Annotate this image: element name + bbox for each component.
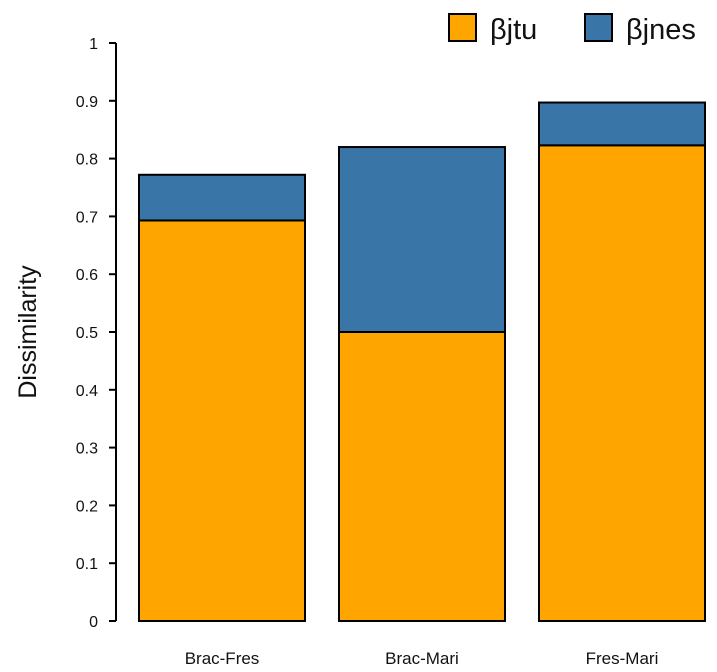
- x-tick-label: Brac-Fres: [185, 649, 260, 668]
- y-tick-label: 0.7: [76, 209, 98, 226]
- legend-label-0: βjtu: [490, 14, 537, 46]
- y-tick-label: 0.3: [76, 441, 98, 458]
- bar-fres-mari-series-1: [538, 101, 706, 147]
- x-tick-label: Fres-Mari: [586, 649, 659, 668]
- y-tick-label: 0.5: [76, 325, 98, 342]
- y-tick-label: 0.2: [76, 498, 98, 515]
- bar-brac-mari-series-0: [338, 331, 506, 622]
- y-tick-label: 1: [89, 36, 98, 53]
- legend-label-1: βjnes: [626, 14, 696, 46]
- legend-swatch-1: [584, 13, 613, 42]
- bar-fres-mari-series-0: [538, 144, 706, 622]
- bar-brac-mari-series-1: [338, 146, 506, 333]
- y-tick-label: 0: [89, 614, 98, 631]
- x-axis-labels: Brac-Fres Brac-Mari Fres-Mari: [185, 649, 659, 668]
- bar-brac-fres-series-1: [138, 173, 306, 222]
- bars: [138, 101, 706, 622]
- y-axis: 0 0.1 0.2 0.3 0.4 0.5 0.6 0.7 0.8 0.9 1: [76, 36, 117, 631]
- legend-swatch-0: [448, 13, 477, 42]
- bar-brac-fres-series-0: [138, 219, 306, 622]
- x-tick-label: Brac-Mari: [385, 649, 459, 668]
- y-tick-label: 0.6: [76, 267, 98, 284]
- y-tick-label: 0.1: [76, 556, 98, 573]
- y-tick-label: 0.9: [76, 94, 98, 111]
- legend: βjtu βjnes: [448, 13, 696, 46]
- y-axis-title: Dissimilarity: [14, 265, 42, 399]
- y-tick-label: 0.8: [76, 152, 98, 169]
- y-tick-label: 0.4: [76, 383, 98, 400]
